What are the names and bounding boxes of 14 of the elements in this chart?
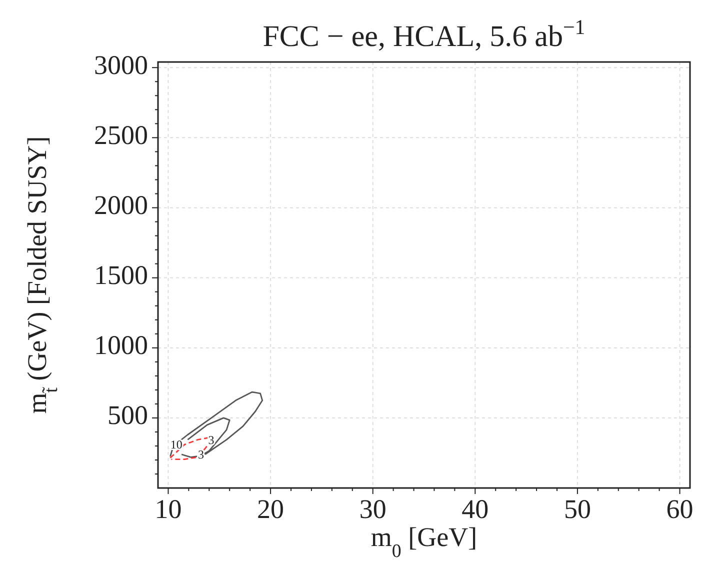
x-tick-label: 20 — [257, 494, 284, 524]
x-tick-label: 40 — [462, 494, 489, 524]
x-tick-label: 10 — [154, 494, 182, 524]
y-tick-label: 2000 — [94, 190, 148, 220]
x-tick-label: 50 — [564, 494, 591, 524]
y-tick-label: 500 — [108, 400, 148, 430]
y-tick-label: 1500 — [94, 260, 148, 290]
x-tick-label: 60 — [666, 494, 694, 524]
x-axis-title: m$_{0}$ [GeV] — [370, 522, 478, 562]
x-tick-label: 30 — [359, 494, 386, 524]
y-tick-label: 2500 — [94, 120, 148, 150]
y-tick-label: 3000 — [94, 50, 148, 80]
y-tick-label: 1000 — [94, 330, 148, 360]
chart-title: FCC − ee, HCAL, 5.6 ab$^{−1}$ — [262, 15, 586, 53]
